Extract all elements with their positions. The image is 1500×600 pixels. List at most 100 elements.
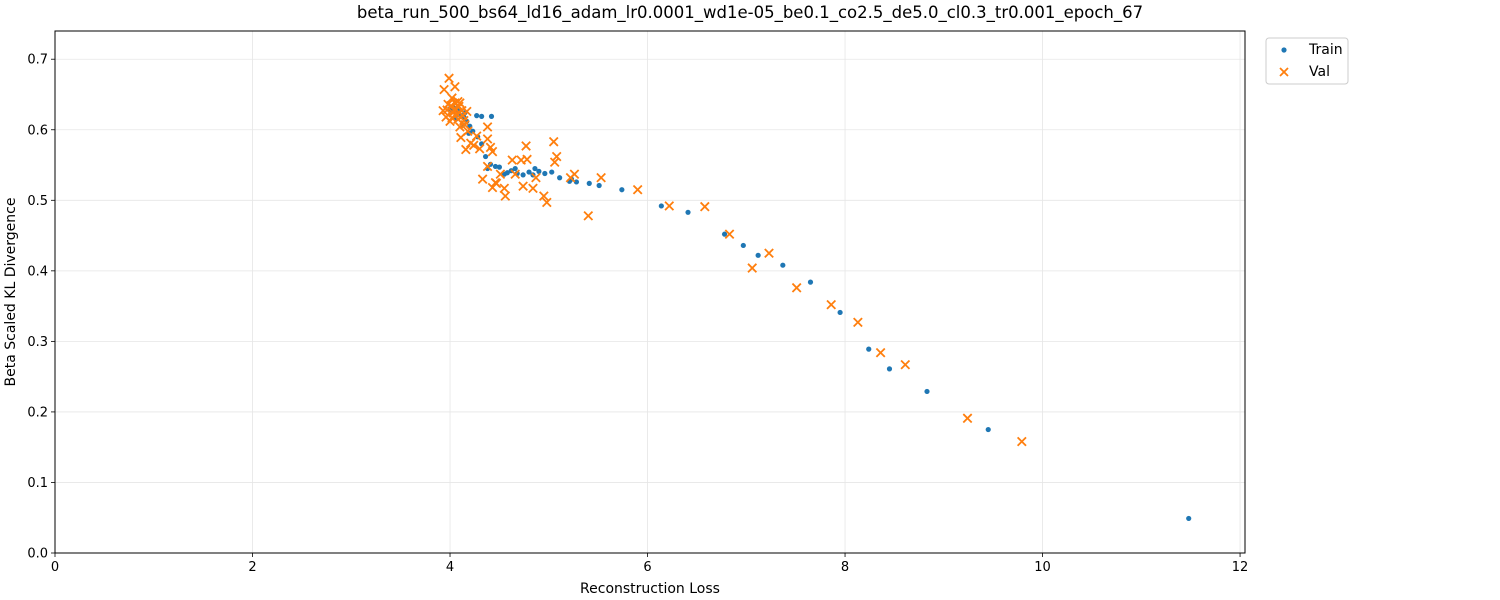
val-point — [482, 122, 493, 132]
val-point — [459, 115, 469, 126]
y-tick-label: 0.1 — [27, 476, 48, 491]
val-point — [485, 142, 496, 153]
train-point — [866, 346, 872, 352]
val-point — [456, 132, 466, 143]
train-point — [755, 252, 761, 258]
y-axis-label: Beta Scaled KL Divergence — [3, 198, 19, 387]
val-point — [875, 347, 886, 358]
y-tick-label: 0.0 — [27, 547, 48, 562]
x-tick-label: 10 — [1034, 560, 1051, 575]
x-tick-label: 6 — [643, 560, 651, 575]
train-point — [596, 182, 602, 189]
val-point — [450, 81, 460, 92]
val-point — [962, 413, 973, 424]
val-point — [468, 140, 479, 151]
val-point — [439, 84, 449, 95]
train-point — [619, 187, 625, 193]
train-point — [492, 163, 499, 170]
val-point — [461, 106, 472, 117]
train-point — [488, 113, 495, 119]
legend-val-label: Val — [1309, 64, 1330, 80]
val-point — [528, 183, 538, 194]
val-point — [482, 134, 493, 144]
x-tick-label: 0 — [51, 560, 59, 575]
val-point — [521, 141, 531, 151]
y-tick-label: 0.3 — [27, 335, 48, 350]
y-tick-label: 0.4 — [27, 264, 48, 279]
val-point — [548, 136, 559, 147]
val-point — [507, 155, 518, 165]
train-point — [721, 231, 728, 237]
train-point — [557, 175, 563, 181]
val-point — [482, 161, 493, 172]
data-points — [438, 73, 1192, 522]
train-point — [780, 262, 786, 268]
val-point — [499, 183, 510, 194]
train-point — [504, 170, 510, 176]
train-point — [685, 209, 691, 215]
x-axis-label: Reconstruction Loss — [580, 581, 720, 597]
val-point — [900, 359, 911, 370]
val-point — [460, 144, 471, 155]
val-point — [565, 172, 576, 183]
train-point — [536, 168, 542, 174]
val-point — [455, 122, 465, 132]
plot-area — [54, 30, 1246, 554]
val-point — [495, 169, 506, 180]
val-point — [491, 178, 502, 189]
val-point — [541, 197, 552, 208]
train-point — [807, 279, 814, 285]
y-tick-label: 0.2 — [27, 405, 48, 420]
train-point — [837, 309, 843, 316]
legend-train-label: Train — [1308, 42, 1343, 58]
val-point — [442, 105, 452, 115]
val-point — [664, 201, 675, 211]
val-point — [450, 98, 460, 108]
val-point — [477, 174, 488, 184]
val-point — [826, 299, 837, 310]
val-point — [539, 191, 549, 201]
chart-title: beta_run_500_bs64_ld16_adam_lr0.0001_wd1… — [357, 3, 1143, 23]
legend: Train Val — [1265, 37, 1349, 85]
train-point — [549, 169, 555, 175]
x-tick-label: 8 — [841, 560, 849, 575]
x-tick-label: 12 — [1232, 560, 1249, 575]
val-point — [510, 169, 521, 180]
train-point — [479, 113, 485, 119]
val-point — [853, 317, 863, 328]
train-point — [532, 165, 538, 172]
val-point — [444, 73, 454, 84]
train-point — [573, 179, 580, 185]
val-point — [531, 172, 541, 183]
train-point — [474, 113, 480, 119]
val-point — [549, 157, 560, 168]
val-point — [747, 263, 758, 273]
train-point — [924, 388, 930, 395]
val-point — [791, 282, 802, 293]
x-tick-label: 2 — [248, 560, 256, 575]
val-point — [724, 229, 735, 239]
val-point — [516, 155, 526, 165]
val-point — [551, 151, 562, 162]
train-point — [496, 164, 502, 170]
val-point — [632, 184, 643, 195]
train-point — [526, 169, 532, 175]
train-point — [740, 242, 746, 249]
y-tick-label: 0.7 — [27, 53, 48, 68]
y-tick-label: 0.5 — [27, 194, 48, 209]
legend-train-marker — [1281, 47, 1287, 53]
train-point — [586, 180, 592, 186]
val-point — [447, 93, 457, 103]
val-point — [583, 210, 594, 221]
train-point — [658, 203, 664, 209]
train-point — [482, 153, 489, 160]
axis-ticks: 0 2 4 6 8 10 12 0.0 0.1 0.2 0.3 0.4 0.5 0.6 0.7 — [27, 53, 1248, 575]
val-point — [1016, 436, 1027, 447]
train-point — [886, 366, 893, 372]
val-point — [596, 172, 606, 183]
train-point — [512, 165, 518, 172]
val-point — [764, 248, 774, 259]
train-point — [1186, 515, 1192, 522]
